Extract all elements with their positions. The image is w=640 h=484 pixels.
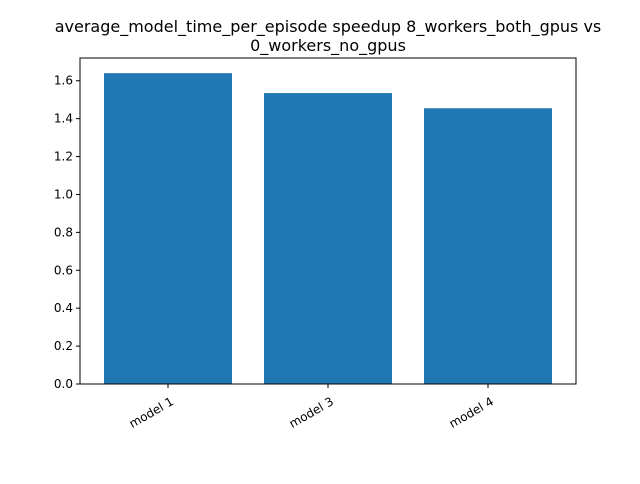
y-tick-label: 1.0 bbox=[54, 187, 73, 201]
y-tick-label: 0.8 bbox=[54, 225, 73, 239]
bars-layer bbox=[104, 73, 552, 385]
y-tick-label: 0.6 bbox=[54, 263, 73, 277]
x-tick-label: model 4 bbox=[447, 394, 496, 431]
bar-model-1 bbox=[104, 73, 232, 385]
y-tick-label: 0.2 bbox=[54, 339, 73, 353]
y-tick-label: 0.4 bbox=[54, 301, 73, 315]
bar-model-4 bbox=[424, 108, 552, 384]
y-axis: 0.0 0.2 0.4 0.6 0.8 1.0 1.2 1.4 1.6 bbox=[54, 74, 80, 391]
y-tick-label: 0.0 bbox=[54, 377, 73, 391]
y-tick-label: 1.2 bbox=[54, 150, 73, 164]
bar-model-3 bbox=[264, 93, 392, 384]
x-axis: model 1 model 3 model 4 bbox=[127, 384, 496, 431]
chart-title-line-1: average_model_time_per_episode speedup 8… bbox=[55, 17, 602, 37]
plot-frame bbox=[79, 57, 577, 385]
y-tick-label: 1.4 bbox=[54, 112, 73, 126]
y-tick-label: 1.6 bbox=[54, 74, 73, 88]
chart-title-line-2: 0_workers_no_gpus bbox=[250, 36, 406, 56]
x-tick-label: model 3 bbox=[287, 394, 336, 431]
x-tick-label: model 1 bbox=[127, 394, 176, 431]
